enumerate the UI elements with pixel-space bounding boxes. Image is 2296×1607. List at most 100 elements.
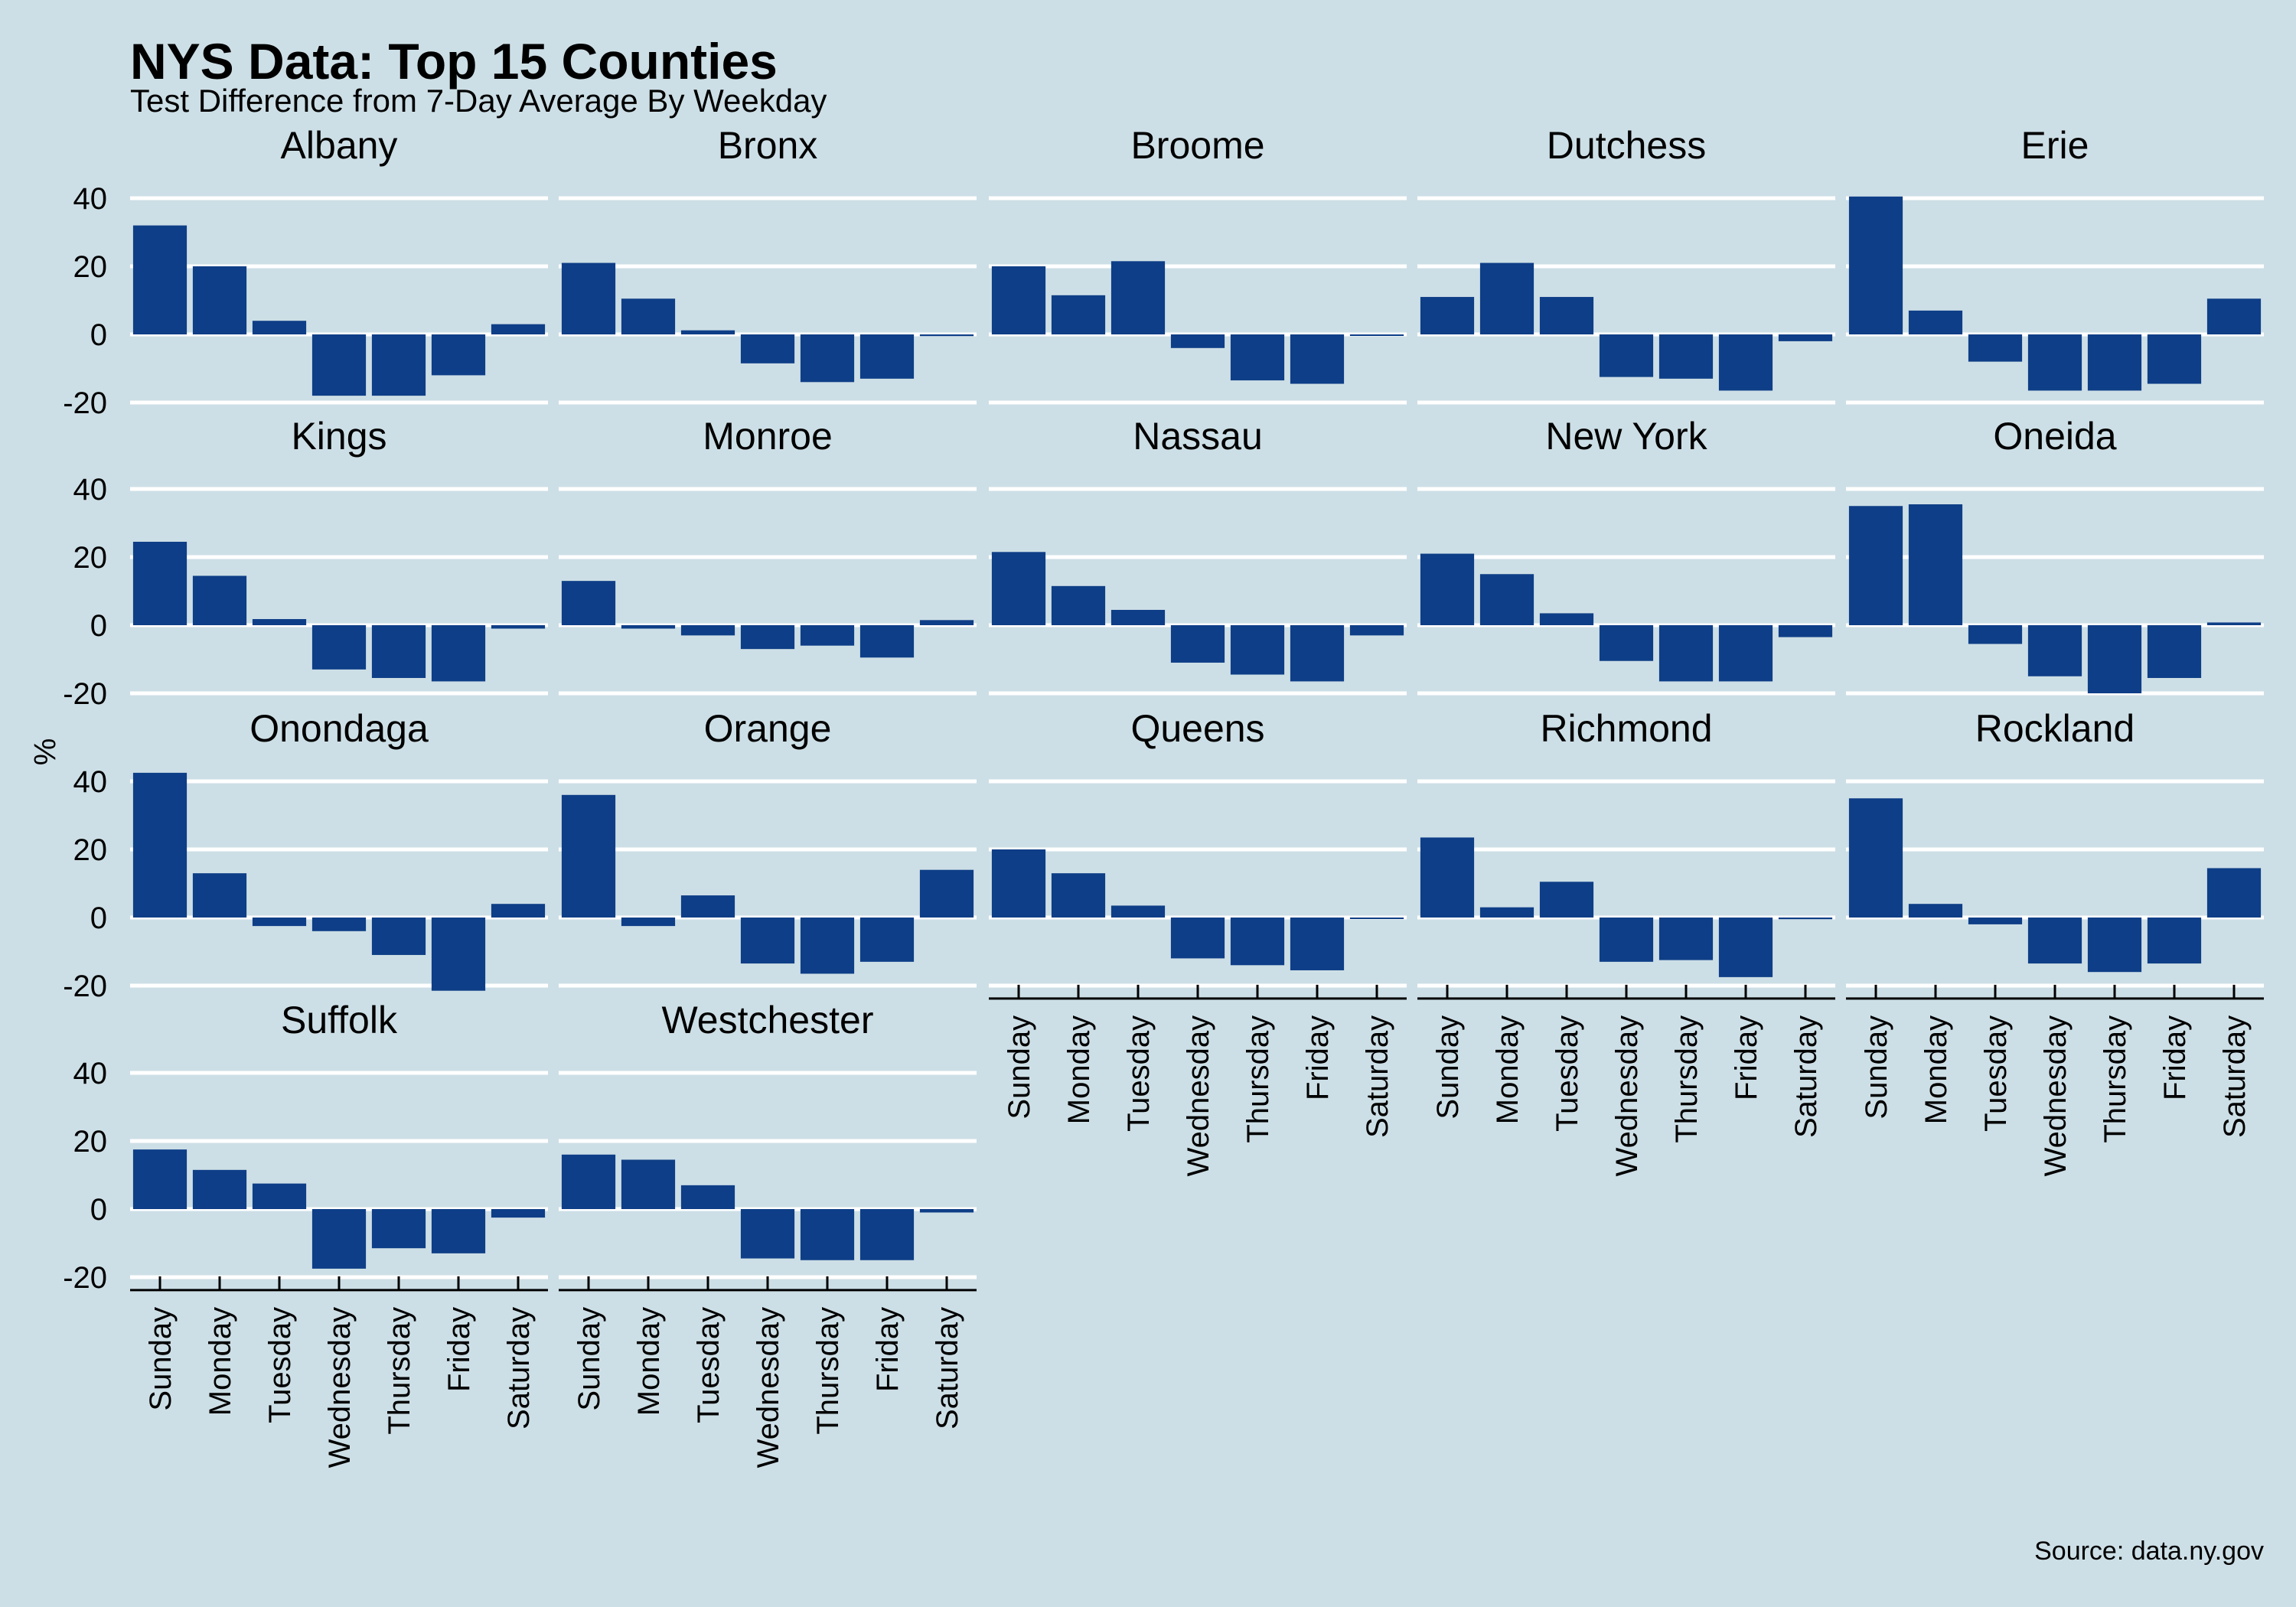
- facet-panel-richmond: Richmond Sunday Monday Tuesday Wednesday Thur…: [1417, 707, 1835, 1176]
- bar-sunday: [991, 849, 1046, 918]
- x-tick-label: Saturday: [502, 1307, 536, 1429]
- bar-saturday: [491, 1209, 546, 1218]
- bar-tuesday: [1968, 918, 2023, 924]
- facet-title: Kings: [291, 415, 386, 458]
- x-tick-label: Thursday: [1241, 1015, 1275, 1143]
- x-tick-label: Friday: [871, 1307, 905, 1392]
- source-caption: Source: data.ny.gov: [2034, 1537, 2264, 1566]
- y-tick-label: 20: [73, 1125, 108, 1159]
- bar-wednesday: [740, 918, 795, 964]
- x-tick-label: Sunday: [1860, 1015, 1893, 1120]
- bar-thursday: [1658, 918, 1714, 960]
- bar-sunday: [132, 225, 188, 334]
- bar-sunday: [132, 541, 188, 625]
- bar-sunday: [561, 581, 616, 625]
- bar-friday: [431, 334, 486, 376]
- bar-monday: [1479, 262, 1534, 334]
- x-tick-label: Friday: [442, 1307, 476, 1392]
- bar-monday: [1908, 310, 1963, 334]
- bar-saturday: [491, 904, 546, 918]
- bar-wednesday: [2027, 918, 2082, 964]
- bar-wednesday: [2027, 625, 2082, 676]
- facet-panel-bronx: Bronx: [559, 124, 977, 405]
- facet-panel-new-york: New York: [1417, 415, 1835, 696]
- bar-thursday: [2087, 625, 2142, 693]
- y-tick-label: 40: [73, 473, 108, 507]
- bar-saturday: [491, 324, 546, 334]
- y-tick-label: -20: [63, 677, 107, 711]
- bar-monday: [1479, 574, 1534, 625]
- bar-thursday: [371, 625, 426, 678]
- bar-friday: [2147, 625, 2202, 678]
- x-tick-label: Wednesday: [1182, 1015, 1215, 1177]
- y-tick-label: 0: [90, 318, 107, 352]
- bar-monday: [1479, 907, 1534, 918]
- facet-panel-rockland: Rockland Sunday Monday Tuesday Wednesday Thur…: [1846, 707, 2264, 1176]
- bar-wednesday: [1599, 918, 1654, 962]
- bar-wednesday: [2027, 334, 2082, 391]
- bar-friday: [859, 1209, 915, 1260]
- bar-saturday: [2206, 868, 2262, 918]
- bar-saturday: [919, 869, 974, 918]
- bar-sunday: [1420, 297, 1475, 334]
- x-tick-label: Sunday: [144, 1307, 178, 1411]
- bar-sunday: [561, 262, 616, 334]
- facet-panel-nassau: Nassau: [989, 415, 1407, 696]
- facet-title: New York: [1545, 415, 1707, 458]
- facet-title: Albany: [281, 124, 398, 167]
- x-tick-label: Tuesday: [1122, 1015, 1156, 1132]
- x-tick-label: Saturday: [931, 1307, 964, 1429]
- x-tick-label: Monday: [1919, 1015, 1953, 1124]
- bar-friday: [431, 625, 486, 682]
- bar-thursday: [371, 1209, 426, 1249]
- y-tick-label: -20: [63, 970, 107, 1003]
- bar-wednesday: [740, 625, 795, 650]
- bar-monday: [1908, 504, 1963, 625]
- x-tick-label: Monday: [1491, 1015, 1525, 1124]
- bar-saturday: [919, 334, 974, 337]
- bar-sunday: [1848, 506, 1903, 625]
- x-tick-label: Monday: [1062, 1015, 1096, 1124]
- bar-saturday: [491, 625, 546, 629]
- facet-title: Dutchess: [1547, 124, 1706, 167]
- x-tick-label: Wednesday: [323, 1307, 357, 1468]
- bar-sunday: [991, 552, 1046, 625]
- bar-tuesday: [680, 625, 735, 636]
- bar-wednesday: [1599, 334, 1654, 377]
- bar-saturday: [2206, 298, 2262, 334]
- bar-sunday: [561, 794, 616, 918]
- facet-title: Westchester: [662, 999, 874, 1041]
- bar-sunday: [1848, 196, 1903, 334]
- bar-saturday: [1778, 625, 1833, 637]
- bar-sunday: [132, 1149, 188, 1209]
- chart-subtitle: Test Difference from 7-Day Average By We…: [130, 83, 827, 119]
- bar-friday: [859, 625, 915, 658]
- bar-saturday: [919, 1209, 974, 1213]
- bar-wednesday: [311, 918, 367, 931]
- bar-wednesday: [1170, 625, 1225, 663]
- x-tick-label: Friday: [1301, 1015, 1335, 1100]
- bar-monday: [1051, 295, 1106, 334]
- bar-monday: [192, 266, 247, 334]
- facet-title: Nassau: [1133, 415, 1263, 458]
- bar-wednesday: [740, 1209, 795, 1259]
- x-tick-label: Wednesday: [2039, 1015, 2073, 1177]
- bar-friday: [431, 918, 486, 991]
- facet-title: Queens: [1130, 707, 1264, 750]
- y-tick-label: 20: [73, 833, 108, 867]
- x-tick-label: Thursday: [383, 1307, 416, 1435]
- bar-sunday: [132, 772, 188, 918]
- bar-tuesday: [1539, 613, 1594, 625]
- facet-panel-suffolk: Suffolk Sunday Monday Tuesday Wednesday Thurs…: [130, 999, 548, 1468]
- facet-panel-monroe: Monroe: [559, 415, 977, 696]
- y-tick-label: 0: [90, 901, 107, 935]
- y-tick-label: 20: [73, 541, 108, 575]
- bar-thursday: [2087, 334, 2142, 391]
- x-tick-label: Tuesday: [263, 1307, 297, 1423]
- bar-wednesday: [740, 334, 795, 363]
- facet-panel-westchester: Westchester Sunday Monday Tuesday Wednesday T…: [559, 999, 977, 1468]
- bar-friday: [1718, 918, 1773, 977]
- x-tick-label: Friday: [1730, 1015, 1763, 1100]
- bar-friday: [859, 918, 915, 962]
- facet-title: Erie: [2021, 124, 2089, 167]
